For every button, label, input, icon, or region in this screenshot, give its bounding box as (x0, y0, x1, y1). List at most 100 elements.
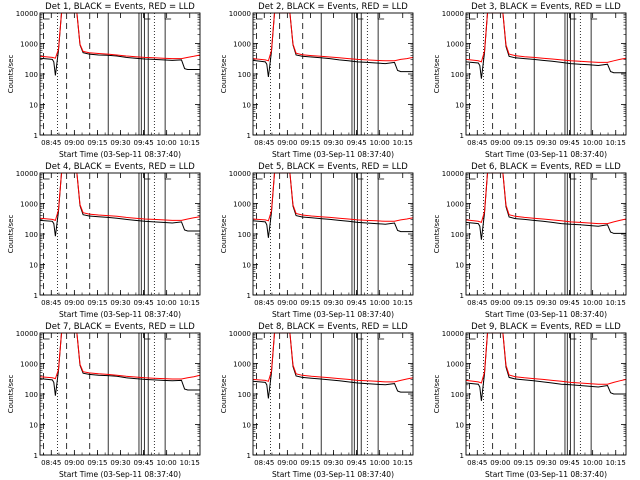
x-tick-label: 09:30 (536, 459, 556, 467)
chart-title: Det 7, BLACK = Events, RED = LLD (45, 322, 195, 332)
x-tick-label: 09:30 (536, 299, 556, 307)
y-axis-label: Counts/sec (433, 375, 441, 414)
x-tick-label: 08:45 (41, 139, 61, 147)
x-tick-label: 10:00 (583, 459, 603, 467)
plot-frame (465, 172, 627, 296)
y-tick-label: 1 (247, 292, 251, 300)
x-tick-label: 09:45 (133, 459, 153, 467)
x-tick-label: 10:00 (157, 139, 177, 147)
bracket-marker (590, 333, 598, 340)
y-tick-label: 10000 (16, 170, 38, 178)
y-tick-label: 1 (460, 452, 464, 460)
series-lld (465, 12, 627, 63)
x-tick-label: 09:15 (300, 299, 320, 307)
y-tick-label: 10000 (229, 330, 251, 338)
y-tick-label: 1000 (20, 41, 38, 49)
series-events (252, 172, 413, 238)
x-tick-label: 09:00 (64, 299, 84, 307)
chart-title: Det 9, BLACK = Events, RED = LLD (471, 322, 621, 332)
plot-frame (39, 172, 201, 296)
x-axis-label: Start Time (03-Sep-11 08:37:40) (485, 470, 607, 479)
x-tick-label: 08:45 (254, 459, 274, 467)
series-lld (39, 332, 201, 380)
y-tick-label: 1 (34, 452, 38, 460)
chart-panel-7: Det 7, BLACK = Events, RED = LLD Counts/s… (7, 322, 201, 479)
x-tick-label: 10:00 (157, 459, 177, 467)
x-tick-label: 10:00 (370, 139, 390, 147)
x-tick-label: 09:45 (559, 299, 579, 307)
y-tick-label: 10 (455, 262, 464, 270)
x-tick-label: 08:45 (254, 299, 274, 307)
series-lld (39, 12, 201, 60)
y-tick-label: 100 (238, 231, 251, 239)
plot-frame (39, 332, 201, 456)
series-events (465, 332, 626, 401)
x-tick-label: 09:45 (346, 299, 366, 307)
x-tick-label: 09:15 (513, 299, 533, 307)
y-tick-label: 10000 (442, 10, 464, 18)
bracket-marker (43, 333, 50, 340)
y-tick-label: 100 (451, 71, 464, 79)
bracket-marker (377, 13, 385, 20)
bracket-marker (569, 173, 577, 180)
x-tick-label: 09:00 (490, 139, 510, 147)
chart-title: Det 5, BLACK = Events, RED = LLD (258, 162, 408, 172)
series-lld (252, 12, 414, 62)
x-tick-label: 09:00 (64, 139, 84, 147)
x-tick-label: 09:45 (559, 139, 579, 147)
x-axis-label: Start Time (03-Sep-11 08:37:40) (59, 470, 181, 479)
y-tick-label: 1 (34, 132, 38, 140)
y-tick-label: 100 (451, 231, 464, 239)
series-events (39, 12, 200, 76)
bracket-marker (164, 333, 172, 340)
bracket-marker (469, 333, 476, 340)
y-tick-label: 10000 (229, 170, 251, 178)
x-tick-label: 09:00 (490, 299, 510, 307)
bracket-marker (143, 173, 151, 180)
series-events (252, 332, 413, 399)
series-lld (252, 172, 414, 222)
y-axis-label: Counts/sec (220, 55, 228, 94)
x-tick-label: 09:15 (87, 299, 107, 307)
bracket-marker (256, 13, 263, 20)
x-tick-label: 10:15 (606, 459, 626, 467)
bracket-marker (590, 13, 598, 20)
bracket-marker (377, 333, 385, 340)
y-tick-label: 10 (242, 262, 251, 270)
y-tick-label: 100 (451, 391, 464, 399)
chart-panel-6: Det 6, BLACK = Events, RED = LLD Counts/s… (433, 162, 627, 319)
bracket-marker (143, 13, 151, 20)
y-tick-label: 10 (242, 422, 251, 430)
series-events (465, 12, 626, 79)
x-tick-label: 09:30 (323, 299, 343, 307)
x-axis-label: Start Time (03-Sep-11 08:37:40) (485, 310, 607, 319)
plot-frame (465, 332, 627, 456)
chart-panel-3: Det 3, BLACK = Events, RED = LLD Counts/s… (433, 2, 627, 159)
x-tick-label: 10:15 (606, 299, 626, 307)
chart-panel-9: Det 9, BLACK = Events, RED = LLD Counts/s… (433, 322, 627, 479)
series-events (39, 332, 200, 396)
x-tick-label: 10:00 (583, 299, 603, 307)
series-lld (39, 172, 201, 222)
bracket-marker (469, 173, 476, 180)
x-tick-label: 09:15 (87, 459, 107, 467)
x-tick-label: 09:45 (133, 299, 153, 307)
x-axis-label: Start Time (03-Sep-11 08:37:40) (485, 150, 607, 159)
y-tick-label: 1000 (20, 361, 38, 369)
bracket-marker (469, 13, 476, 20)
chart-title: Det 8, BLACK = Events, RED = LLD (258, 322, 408, 332)
y-tick-label: 100 (238, 391, 251, 399)
x-tick-label: 10:15 (606, 139, 626, 147)
chart-panel-8: Det 8, BLACK = Events, RED = LLD Counts/s… (220, 322, 414, 479)
x-axis-label: Start Time (03-Sep-11 08:37:40) (59, 150, 181, 159)
y-tick-label: 10000 (229, 10, 251, 18)
y-tick-label: 100 (238, 71, 251, 79)
chart-panel-5: Det 5, BLACK = Events, RED = LLD Counts/s… (220, 162, 414, 319)
bracket-marker (590, 173, 598, 180)
x-tick-label: 09:30 (110, 299, 130, 307)
y-tick-label: 1000 (233, 361, 251, 369)
y-tick-label: 10 (455, 422, 464, 430)
x-tick-label: 09:30 (536, 139, 556, 147)
x-tick-label: 10:00 (583, 139, 603, 147)
